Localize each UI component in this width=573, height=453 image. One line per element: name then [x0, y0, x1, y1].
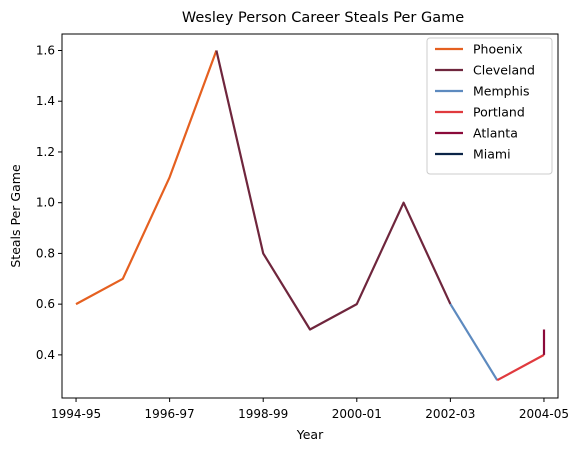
legend-label-phoenix: Phoenix — [473, 42, 523, 57]
series-line-memphis — [449, 303, 499, 381]
y-axis-label: Steals Per Game — [8, 164, 23, 268]
x-tick-label: 2002-03 — [425, 407, 475, 421]
x-tick-label: 2000-01 — [332, 407, 382, 421]
chart-title: Wesley Person Career Steals Per Game — [182, 10, 464, 26]
x-tick-label: 1996-97 — [145, 407, 195, 421]
y-tick-label: 1.0 — [36, 196, 55, 210]
x-tick-label: 1998-99 — [238, 407, 288, 421]
x-axis: 1994-95 1996-97 1998-99 2000-01 2002-03 2004-… — [51, 398, 569, 421]
legend-label-portland: Portland — [473, 105, 525, 120]
y-tick-label: 1.6 — [36, 43, 55, 57]
y-tick-label: 0.6 — [36, 297, 55, 311]
legend-label-cleveland: Cleveland — [473, 63, 535, 78]
series-line-phoenix — [75, 50, 218, 306]
series-line-cleveland — [215, 50, 452, 331]
series-lines — [75, 50, 546, 382]
y-tick-label: 1.4 — [36, 94, 55, 108]
legend-label-miami: Miami — [473, 147, 511, 162]
legend: Phoenix Cleveland Memphis Portland Atlanta Mi… — [426, 37, 553, 175]
y-axis: 0.4 0.6 0.8 1.0 1.2 1.4 1.6 — [36, 43, 62, 362]
x-tick-label: 2004-05 — [519, 407, 569, 421]
y-tick-label: 0.8 — [36, 246, 55, 260]
legend-label-atlanta: Atlanta — [473, 126, 518, 141]
y-tick-label: 1.2 — [36, 145, 55, 159]
legend-box — [426, 37, 553, 175]
series-line-portland — [496, 353, 545, 382]
legend-label-memphis: Memphis — [473, 84, 530, 99]
y-tick-label: 0.4 — [36, 348, 55, 362]
x-tick-label: 1994-95 — [51, 407, 101, 421]
x-axis-label: Year — [296, 427, 324, 442]
